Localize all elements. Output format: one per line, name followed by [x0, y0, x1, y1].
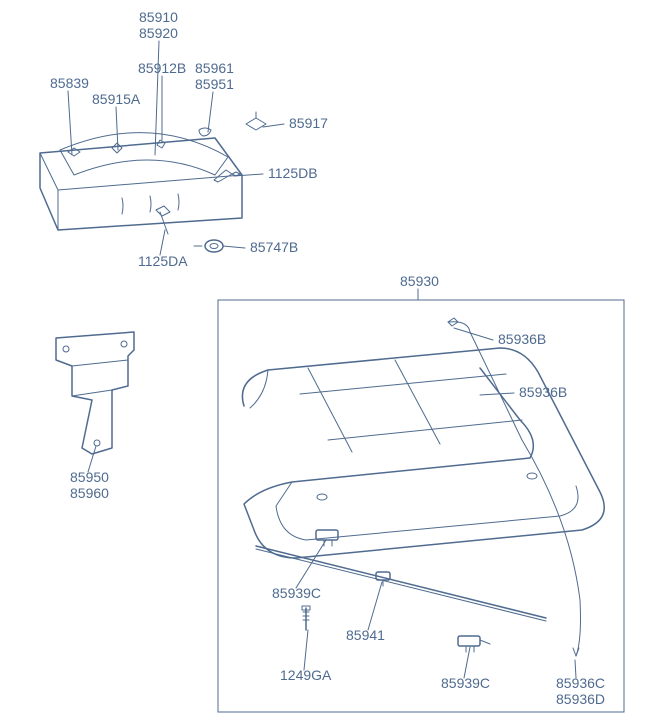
label-l85950: 85950: [70, 469, 109, 485]
leader-l85941: [368, 582, 382, 630]
callout-labels: 8591085920 8583985915A 85912B 8596185951 859…: [50, 9, 605, 707]
knob-85747B: [194, 240, 223, 252]
leader-l85939C2: [464, 647, 470, 678]
cord-85936B: [448, 318, 581, 656]
label-l85941: 85941: [346, 627, 385, 643]
label-l85910: 85910: [139, 9, 178, 25]
label-l85936B1: 85936B: [498, 331, 546, 347]
label-l1249GA: 1249GA: [280, 667, 332, 683]
label-l85917: 85917: [289, 115, 328, 131]
leader-l85747B: [223, 246, 245, 248]
leader-l85936B2: [480, 393, 514, 395]
label-l85939C2: 85939C: [441, 675, 490, 691]
leader-l85910: [155, 41, 159, 155]
label-l85939C1: 85939C: [272, 585, 321, 601]
rivet-1249GA: [302, 606, 310, 630]
label-l85920: 85920: [139, 25, 178, 41]
group-box-85930: [218, 300, 624, 712]
label-l1125DB: 1125DB: [268, 165, 318, 181]
leader-l1125DA: [160, 230, 165, 255]
label-l85960: 85960: [70, 485, 109, 501]
label-l85839: 85839: [50, 75, 89, 91]
covering-shelf: [242, 348, 604, 558]
holder-85939C-right: [458, 636, 490, 652]
leader-l1249GA: [304, 630, 308, 670]
label-l1125DA: 1125DA: [138, 253, 188, 269]
leader-l85839: [68, 91, 72, 155]
bracket-85950: [56, 332, 134, 454]
leader-l85961: [208, 92, 213, 132]
label-l85915A: 85915A: [92, 91, 141, 107]
label-l85951: 85951: [195, 76, 234, 92]
label-l85936D: 85936D: [556, 691, 605, 707]
parts-diagram: 8591085920 8583985915A 85912B 8596185951 859…: [0, 0, 649, 727]
console-tray: [40, 128, 242, 230]
leader-lines: [68, 41, 576, 678]
label-l85747B: 85747B: [250, 239, 298, 255]
label-l85936B2: 85936B: [519, 384, 567, 400]
rod-85941: [256, 546, 546, 621]
label-l85936C: 85936C: [556, 675, 605, 691]
leader-l85939C1: [296, 540, 326, 588]
label-l85930: 85930: [400, 273, 439, 289]
screw-1125DA: [156, 206, 170, 234]
label-l85912B: 85912B: [138, 60, 186, 76]
label-l85961: 85961: [195, 60, 234, 76]
